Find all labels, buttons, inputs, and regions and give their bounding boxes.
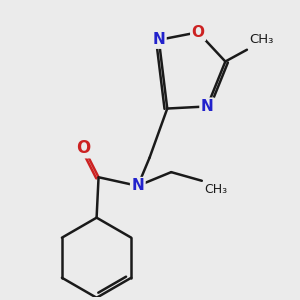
Text: O: O (192, 25, 205, 40)
Text: N: N (152, 32, 165, 47)
Text: CH₃: CH₃ (204, 183, 227, 196)
Text: O: O (76, 139, 91, 157)
Text: N: N (201, 99, 214, 114)
Text: CH₃: CH₃ (249, 33, 273, 46)
Text: N: N (131, 178, 144, 194)
